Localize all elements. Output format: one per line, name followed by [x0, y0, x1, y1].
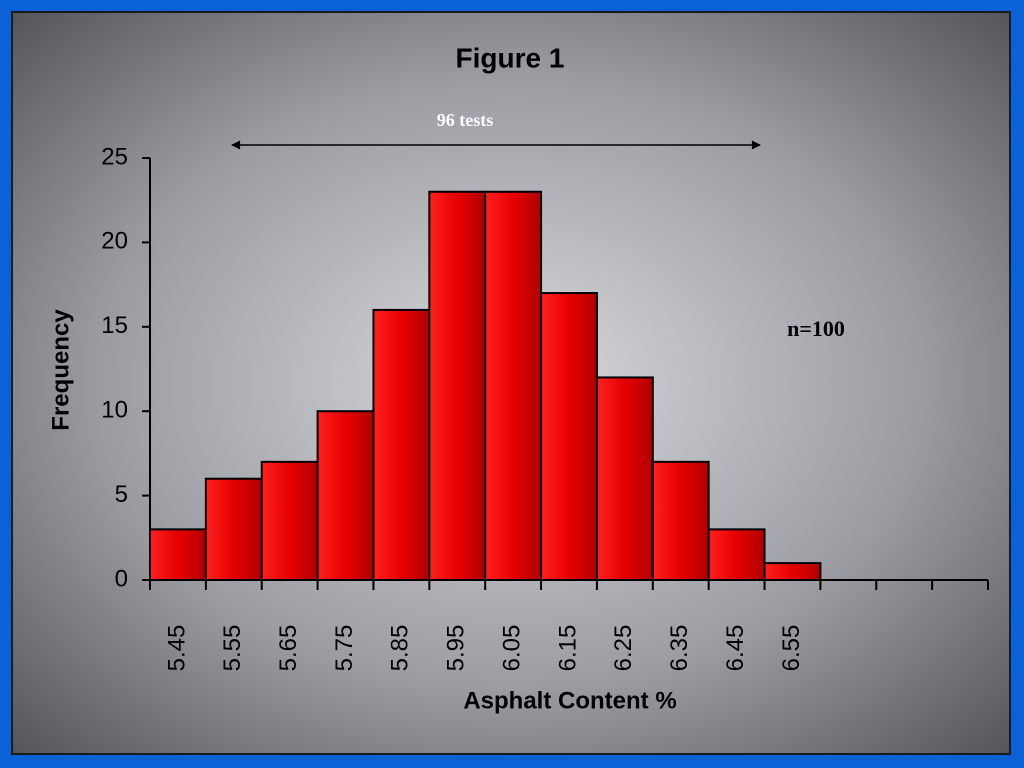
bar	[428, 190, 487, 581]
x-tick-label: 6.25	[610, 625, 637, 672]
x-tick-label: 5.55	[219, 625, 246, 672]
x-tick-label: 5.65	[275, 625, 302, 672]
bar	[763, 562, 822, 581]
bar	[540, 292, 598, 581]
y-tick-label: 15	[101, 312, 128, 339]
y-tick-label: 0	[115, 565, 128, 592]
annotation: 96 tests	[437, 110, 494, 130]
chart-title: Figure 1	[456, 42, 565, 73]
x-axis-label: Asphalt Content %	[463, 687, 676, 714]
y-tick-label: 20	[101, 228, 128, 255]
x-tick-label: 6.55	[778, 625, 805, 672]
bar	[595, 376, 654, 581]
x-tick-label: 5.85	[387, 625, 414, 672]
x-tick-label: 6.15	[554, 625, 581, 672]
y-axis-label: Frequency	[47, 309, 74, 431]
bar	[149, 528, 207, 581]
x-tick-label: 6.35	[666, 625, 693, 672]
bar	[707, 528, 766, 581]
y-tick-label: 25	[101, 143, 128, 170]
x-tick-label: 5.95	[443, 625, 470, 672]
annotation: n=100	[787, 316, 845, 341]
bar	[316, 410, 375, 582]
x-tick-label: 5.75	[331, 625, 358, 672]
bar	[204, 477, 263, 581]
bar	[260, 460, 319, 581]
bar	[651, 460, 710, 581]
bar	[484, 190, 543, 581]
x-tick-label: 6.05	[498, 625, 525, 672]
x-tick-label: 5.45	[163, 625, 190, 672]
y-tick-label: 5	[115, 481, 128, 508]
x-tick-label: 6.45	[722, 625, 749, 672]
bar	[372, 308, 431, 581]
y-tick-label: 10	[101, 397, 128, 424]
